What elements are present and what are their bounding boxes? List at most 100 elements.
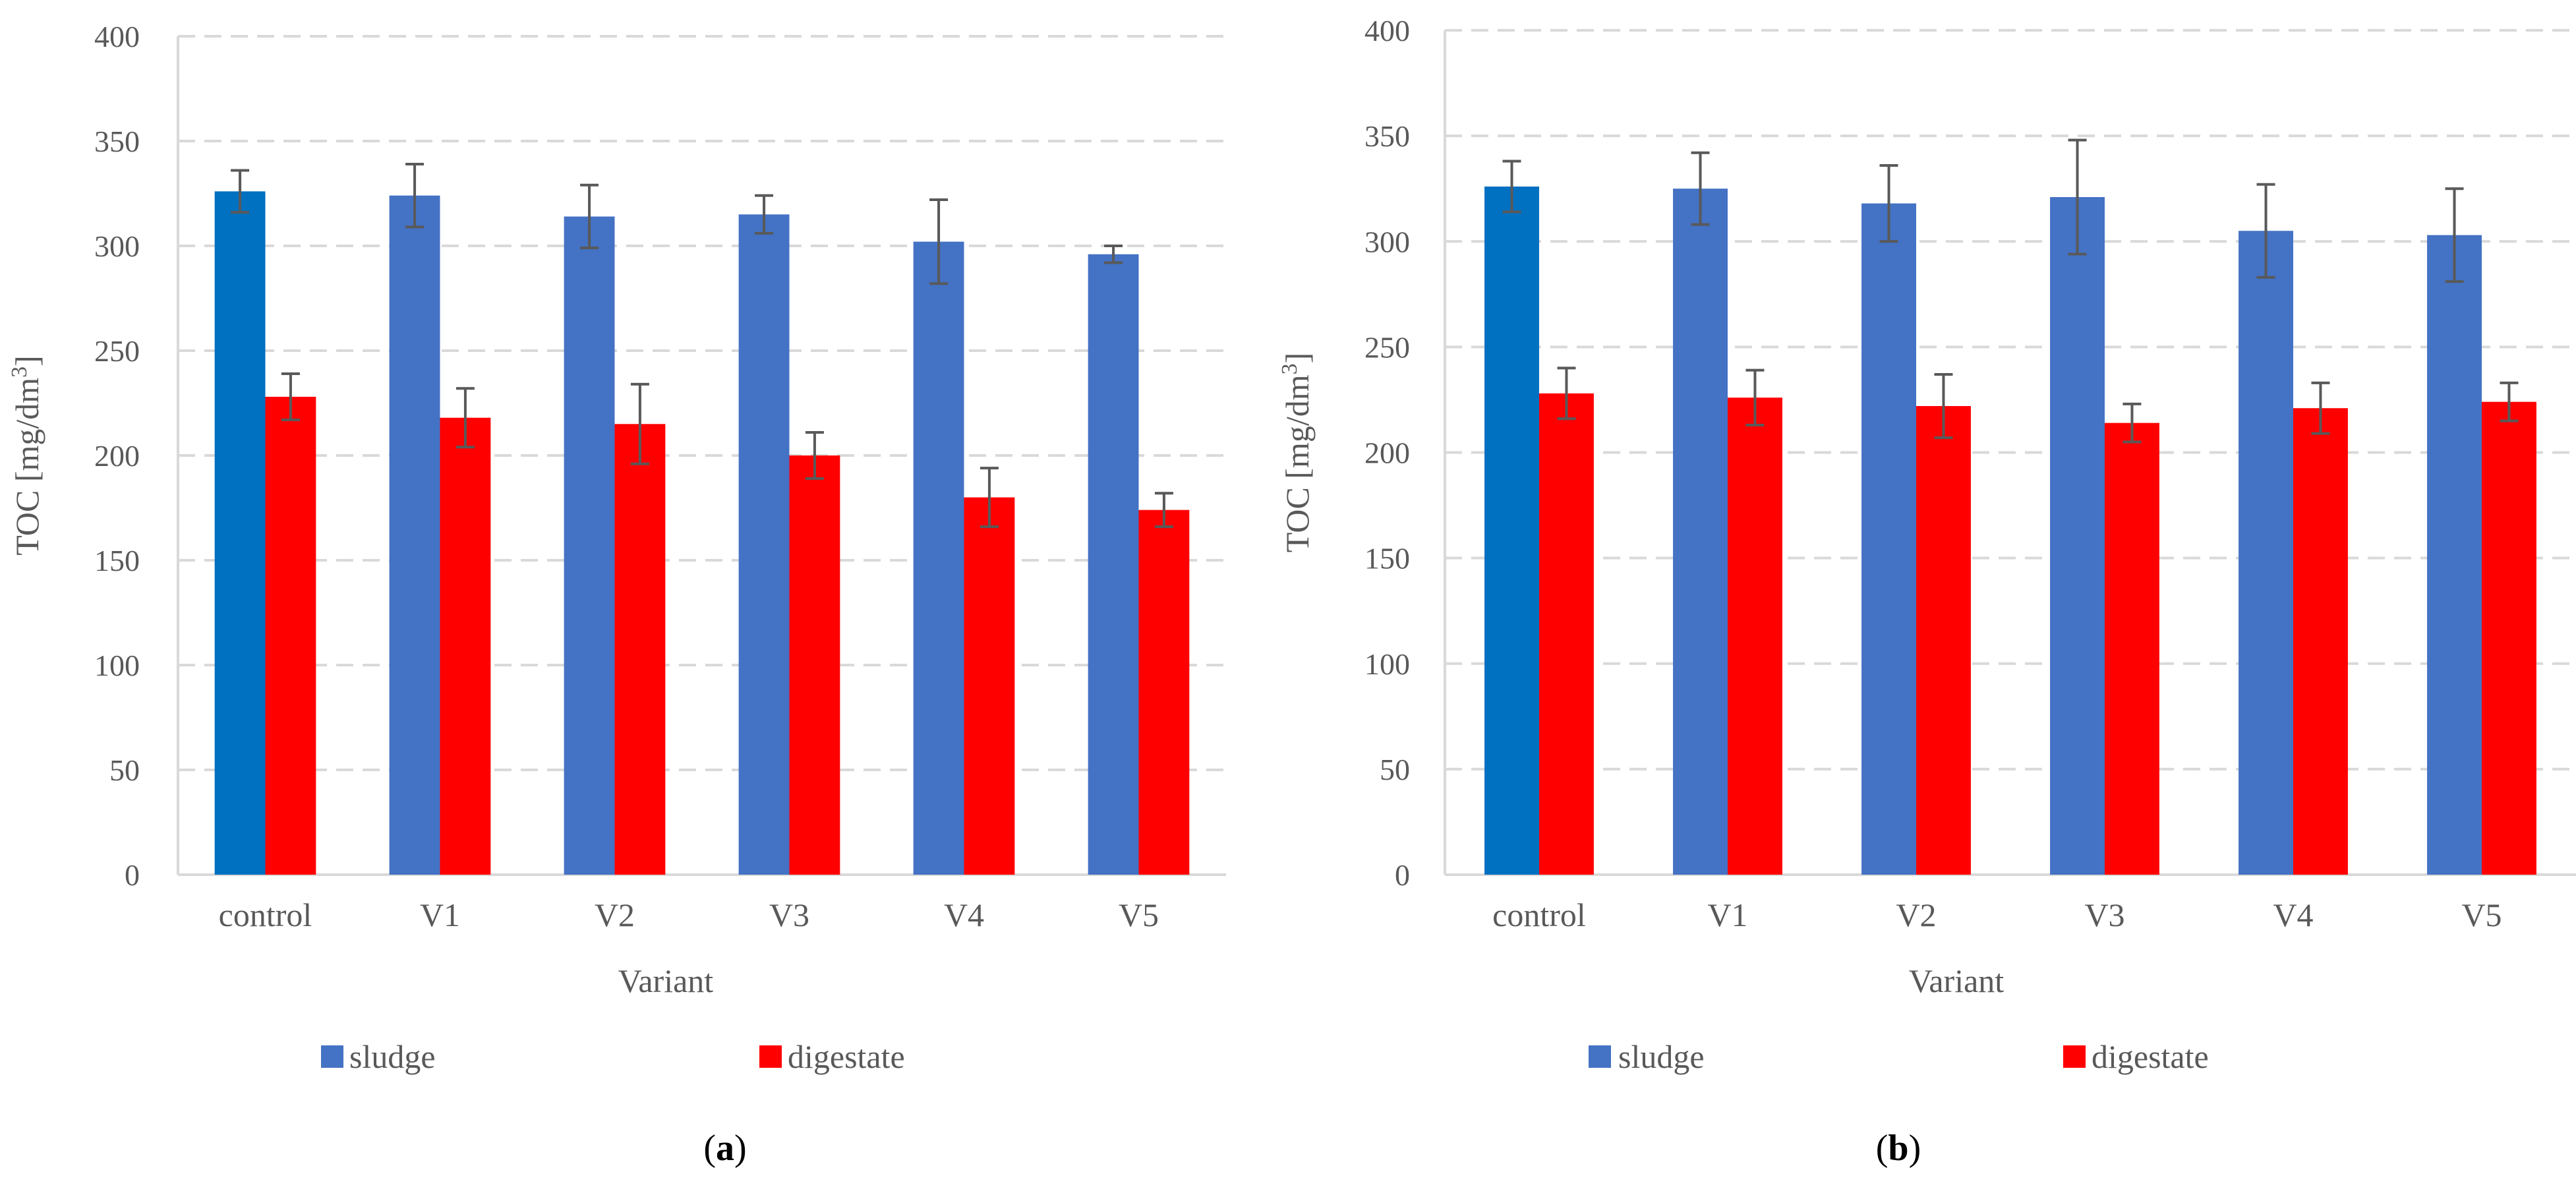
y-tick-label: 300	[94, 229, 140, 263]
y-tick-label: 250	[94, 334, 140, 368]
error-bar-sludge-V3	[2068, 138, 2087, 256]
bar-digestate-V1	[440, 417, 491, 875]
legend-item-sludge: sludge	[321, 1038, 436, 1075]
legend-label-sludge: sludge	[349, 1038, 436, 1075]
bar-sludge-V3	[2050, 196, 2105, 875]
y-tick-label: 200	[1364, 436, 1410, 470]
y-axis-label-close: ]	[1279, 353, 1316, 364]
error-bar-digestate-V2	[630, 382, 649, 465]
y-tick-label: 350	[94, 125, 140, 158]
bar-digestate-V2	[614, 424, 666, 875]
x-axis-label: Variant	[618, 962, 713, 999]
bar-digestate-V4	[964, 497, 1015, 875]
legend-swatch-sludge	[1589, 1045, 1611, 1068]
error-bar-digestate-V1	[455, 387, 475, 449]
bar-digestate-V1	[1728, 397, 1782, 875]
panel-label: (b)	[1876, 1128, 1921, 1169]
chart-panel-a: 0 50 100 150 200 250 300 350 400 control V1 V2 V3 V4 V…	[7, 20, 1226, 1169]
error-bar-digestate-V3	[805, 431, 824, 480]
bar-digestate-V2	[1916, 406, 1971, 875]
y-tick-label: 100	[1364, 647, 1410, 681]
bar-sludge-V1	[389, 195, 440, 875]
y-tick-label: 50	[1380, 753, 1410, 786]
x-tick-label: V5	[1119, 896, 1159, 933]
error-bar-sludge-V4	[929, 198, 949, 285]
x-tick-label: V3	[769, 896, 809, 933]
bar-digestate-V5	[1138, 510, 1190, 875]
y-axis-label: TOC [mg/dm3]	[7, 355, 45, 556]
error-bar-sludge-V4	[2256, 183, 2275, 279]
y-tick-label: 150	[1364, 542, 1410, 575]
error-bar-sludge-control	[231, 169, 250, 214]
y-tick-label: 100	[94, 649, 140, 682]
x-tick-label: V2	[1896, 896, 1936, 933]
y-axis-label-main: TOC [mg/dm	[9, 378, 45, 556]
error-bar-digestate-V5	[1154, 492, 1173, 529]
bar-sludge-V5	[2427, 235, 2482, 875]
panel-label: (a)	[703, 1128, 746, 1169]
bar-sludge-V5	[1088, 254, 1139, 875]
error-bar-sludge-V2	[1879, 163, 1898, 243]
error-bar-sludge-V5	[1104, 245, 1123, 264]
x-axis-label: Variant	[1909, 962, 2004, 999]
y-tick-label: 300	[1364, 225, 1410, 258]
error-bar-digestate-control	[1557, 366, 1576, 421]
bar-digestate-V3	[2105, 423, 2159, 875]
error-bar-sludge-V5	[2445, 187, 2464, 283]
panel-label-open-paren: (	[1876, 1128, 1888, 1169]
legend-label-digestate: digestate	[788, 1038, 905, 1075]
bar-digestate-control	[1539, 393, 1594, 875]
y-tick-label: 400	[94, 20, 140, 53]
bar-sludge-control	[214, 191, 266, 875]
legend-item-sludge: sludge	[1589, 1038, 1705, 1075]
bar-sludge-V2	[1861, 203, 1916, 875]
error-bar-sludge-control	[1502, 160, 1521, 214]
y-tick-label: 0	[125, 858, 140, 892]
chart-panel-b: 0 50 100 150 200 250 300 350 400 control V1 V2 V3 V4 V…	[1277, 14, 2576, 1169]
x-tick-label: V3	[2084, 896, 2124, 933]
x-tick-label: V5	[2461, 896, 2502, 933]
bar-sludge-V4	[2239, 231, 2293, 875]
y-axis-label-superscript: 3	[7, 366, 32, 378]
bar-digestate-control	[265, 396, 316, 875]
error-bar-sludge-V3	[755, 194, 774, 235]
legend-item-digestate: digestate	[2063, 1038, 2209, 1075]
error-bar-digestate-V4	[980, 467, 999, 529]
x-tick-label: V4	[944, 896, 984, 933]
legend-label-sludge: sludge	[1618, 1038, 1705, 1075]
bar-sludge-V2	[564, 216, 615, 875]
x-tick-label: V4	[2273, 896, 2313, 933]
error-bar-digestate-V3	[2122, 402, 2142, 444]
error-bar-digestate-V5	[2500, 381, 2519, 423]
legend-swatch-digestate	[2063, 1045, 2086, 1068]
y-tick-label: 350	[1364, 119, 1410, 153]
x-tick-label: V1	[1707, 896, 1747, 933]
y-tick-label: 0	[1395, 858, 1410, 892]
x-tick-label: V2	[595, 896, 635, 933]
legend-item-digestate: digestate	[759, 1038, 905, 1075]
bar-sludge-V1	[1673, 189, 1728, 875]
panel-label-open-paren: (	[703, 1128, 716, 1169]
error-bar-digestate-V2	[1934, 373, 1953, 440]
panel-label-letter: b	[1888, 1128, 1908, 1169]
error-bar-sludge-V1	[405, 162, 424, 229]
y-tick-label: 50	[109, 753, 140, 787]
panel-label-close-paren: )	[1909, 1128, 1921, 1169]
legend-swatch-digestate	[759, 1045, 782, 1068]
y-axis-label-close: ]	[9, 355, 45, 366]
error-bar-sludge-V2	[580, 183, 599, 250]
error-bar-digestate-V4	[2311, 381, 2330, 435]
x-tick-label: V1	[420, 896, 460, 933]
panel-label-letter: a	[716, 1128, 734, 1169]
x-tick-label: control	[1492, 896, 1586, 933]
bar-digestate-V5	[2482, 401, 2536, 875]
bar-sludge-V3	[738, 214, 790, 875]
legend-swatch-sludge	[321, 1045, 343, 1068]
bar-sludge-control	[1484, 186, 1539, 875]
error-bar-sludge-V1	[1691, 151, 1710, 226]
y-tick-label: 400	[1364, 14, 1410, 47]
panel-label-close-paren: )	[734, 1128, 747, 1169]
error-bar-digestate-V1	[1745, 368, 1765, 426]
bar-digestate-V4	[2293, 408, 2348, 875]
